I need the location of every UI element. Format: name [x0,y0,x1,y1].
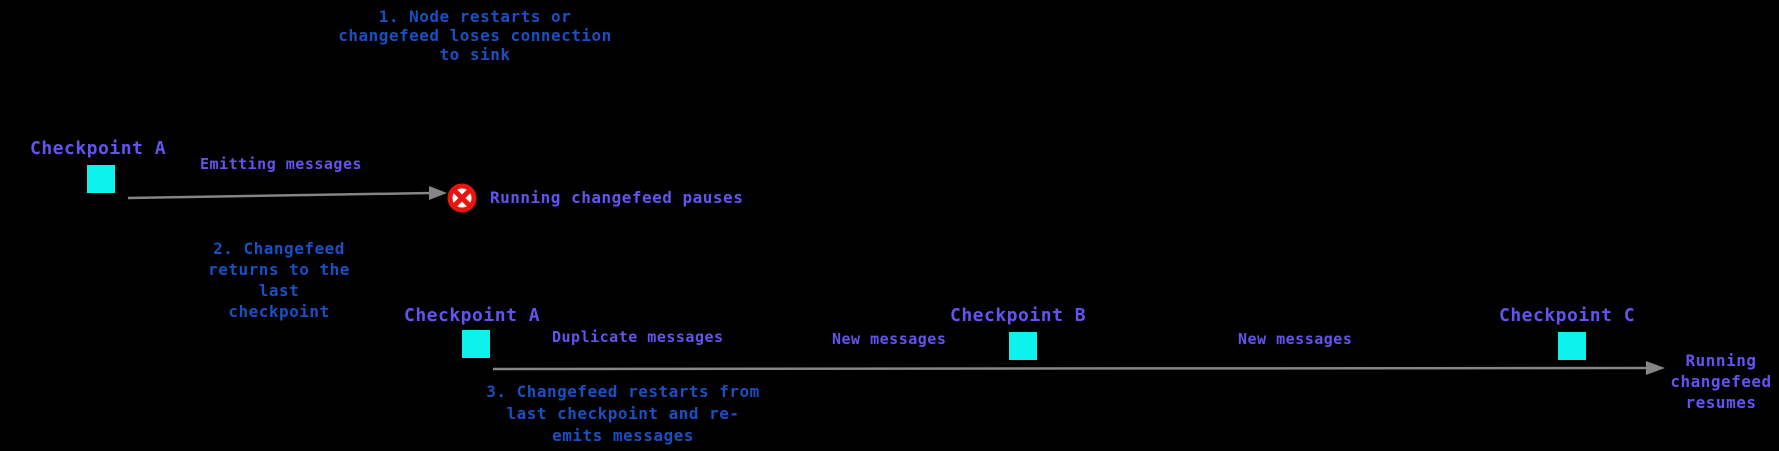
timeline2-checkpoint-c-label: Checkpoint C [1499,305,1636,326]
emitting-arrow [127,186,447,200]
duplicate-messages-label: Duplicate messages [552,328,724,346]
timeline2-checkpoint-a-marker [462,330,490,358]
timeline1-checkpoint-a-marker [87,165,115,193]
step1-note: 1. Node restarts or changefeed loses con… [338,7,612,64]
step3-note: 3. Changefeed restarts from last checkpo… [486,382,760,445]
changefeed-pauses-label: Running changefeed pauses [490,188,744,207]
new-messages-label-1: New messages [832,330,947,348]
timeline2-checkpoint-b-label: Checkpoint B [950,305,1087,326]
timeline2-checkpoint-a-label: Checkpoint A [404,305,541,326]
resume-arrow [492,361,1665,375]
emitting-messages-label: Emitting messages [200,155,363,173]
timeline2-checkpoint-b-marker [1009,332,1037,360]
cancel-icon [447,183,477,213]
new-messages-label-2: New messages [1238,330,1353,348]
step2-note: 2. Changefeed returns to the last checkp… [208,239,350,321]
timeline1-checkpoint-a-label: Checkpoint A [30,138,167,159]
timeline2-checkpoint-c-marker [1558,332,1586,360]
changefeed-resumes-label: Running changefeed resumes [1670,351,1772,412]
